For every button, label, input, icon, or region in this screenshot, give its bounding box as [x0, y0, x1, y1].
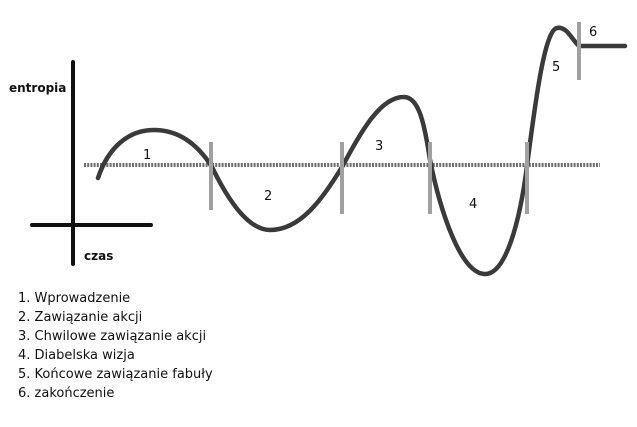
- legend-item: 1. Wprowadzenie: [18, 291, 131, 306]
- segment-number-4: 4: [469, 197, 477, 212]
- segment-number-3: 3: [375, 139, 383, 154]
- legend-item: 2. Zawiązanie akcji: [18, 310, 143, 325]
- entropy-plot-diagram: entropia czas 1 2 3 4 5 6: [9, 22, 628, 277]
- x-axis-label: czas: [84, 249, 113, 263]
- segment-number-6: 6: [589, 25, 597, 40]
- segment-number-2: 2: [264, 189, 272, 204]
- segment-number-5: 5: [552, 60, 560, 75]
- entropy-curve: [95, 25, 628, 277]
- legend-item: 4. Diabelska wizja: [18, 348, 135, 363]
- y-axis-label: entropia: [9, 81, 66, 95]
- legend-item: 3. Chwilowe zawiązanie akcji: [18, 329, 207, 344]
- legend-list: 1. Wprowadzenie 2. Zawiązanie akcji 3. C…: [18, 289, 213, 403]
- legend-item: 6. zakończenie: [18, 386, 115, 401]
- legend-item: 5. Końcowe zawiązanie fabuły: [18, 367, 213, 382]
- segment-number-1: 1: [143, 148, 151, 163]
